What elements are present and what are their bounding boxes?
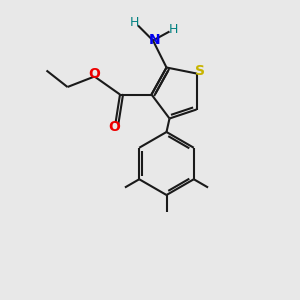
Text: H: H bbox=[130, 16, 139, 29]
Text: O: O bbox=[88, 67, 100, 80]
Text: H: H bbox=[168, 23, 178, 37]
Text: N: N bbox=[149, 34, 160, 47]
Text: S: S bbox=[195, 64, 205, 78]
Text: O: O bbox=[108, 120, 120, 134]
